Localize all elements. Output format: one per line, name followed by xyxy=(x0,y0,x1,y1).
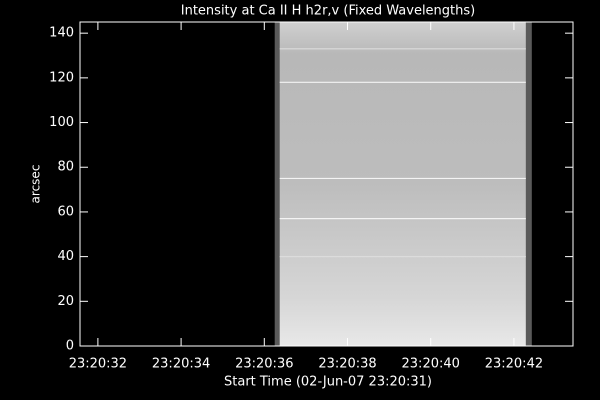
y-tick-label: 140 xyxy=(49,26,74,41)
y-tick-label: 100 xyxy=(49,115,74,130)
y-tick-label: 60 xyxy=(57,204,74,219)
chart-title: Intensity at Ca II H h2r,v (Fixed Wavele… xyxy=(181,4,475,19)
plot-area xyxy=(274,22,532,346)
x-axis-label: Start Time (02-Jun-07 23:20:31) xyxy=(224,375,432,390)
x-tick-label: 23:20:32 xyxy=(69,357,127,372)
x-tick-label: 23:20:38 xyxy=(318,357,376,372)
axes-frame xyxy=(79,21,574,347)
x-tick-label: 23:20:40 xyxy=(402,357,460,372)
y-tick-label: 40 xyxy=(57,249,74,264)
y-tick-label: 120 xyxy=(49,70,74,85)
y-tick-label: 80 xyxy=(57,160,74,175)
y-tick-label: 20 xyxy=(57,294,74,309)
y-tick-label: 0 xyxy=(66,339,74,354)
image-body xyxy=(279,22,526,346)
x-tick-label: 23:20:36 xyxy=(235,357,293,372)
x-tick-label: 23:20:34 xyxy=(152,357,210,372)
x-tick-label: 23:20:42 xyxy=(485,357,543,372)
y-axis-label: arcsec xyxy=(29,165,43,204)
